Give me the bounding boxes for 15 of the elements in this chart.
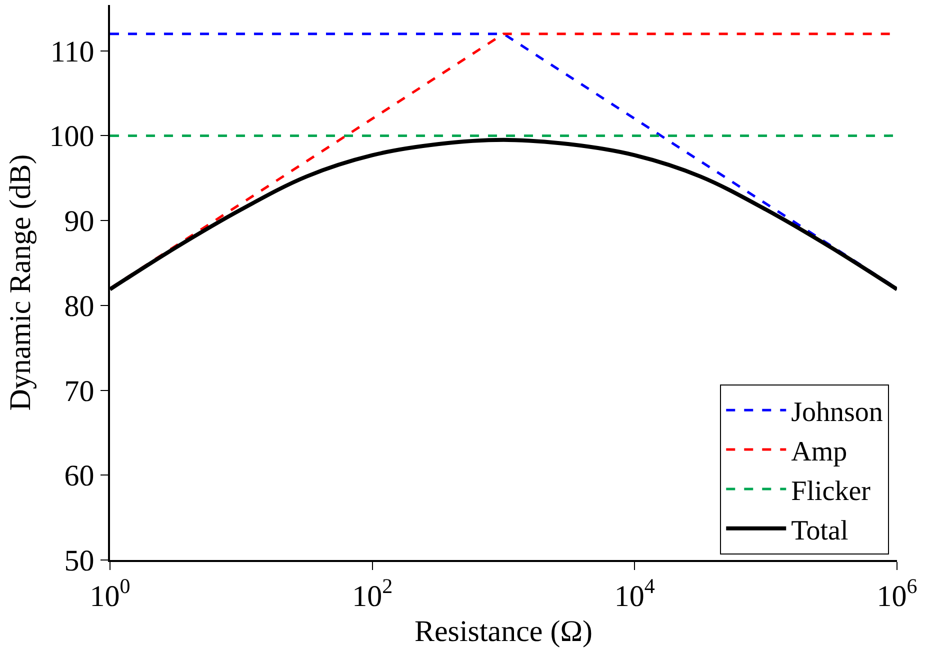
y-tick-label: 60 <box>64 460 94 493</box>
legend-label: Flicker <box>791 476 872 507</box>
legend-label: Amp <box>791 436 848 468</box>
y-tick-label: 100 <box>49 120 94 154</box>
legend-label: Total <box>791 515 848 546</box>
y-tick-label: 80 <box>64 290 94 323</box>
y-tick-label: 70 <box>64 374 94 408</box>
x-tick-label: 10$^{2}$ <box>352 574 393 613</box>
y-axis-title: Dynamic Range (dB) <box>4 154 37 411</box>
x-tick-label: 10$^{6}$ <box>876 574 918 613</box>
x-axis-title: Resistance (Ω) <box>414 614 593 648</box>
y-tick-label: 90 <box>64 205 94 238</box>
x-tick-label: 10$^{4}$ <box>614 574 656 613</box>
y-tick-label: 110 <box>50 35 94 68</box>
legend-label: Johnson <box>791 397 883 428</box>
